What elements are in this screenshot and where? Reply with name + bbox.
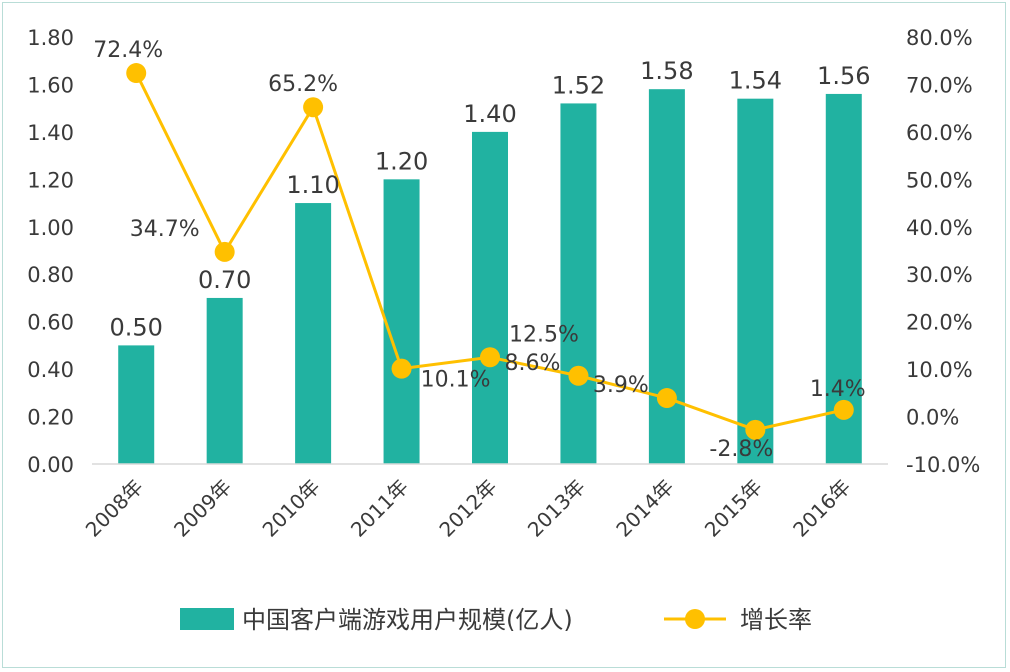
left-tick-label: 0.20	[27, 406, 74, 430]
x-axis-ticks: 2008年 2009年 2010年 2011年 2012年 2013年 2014年 2015年…	[81, 475, 856, 542]
growth-value-label: 34.7%	[130, 217, 200, 242]
bar-value-label: 1.10	[286, 171, 339, 199]
bar-value-label: 1.56	[817, 62, 870, 90]
left-tick-label: 1.20	[27, 168, 74, 192]
x-tick-label: 2016年	[788, 475, 855, 542]
bar	[206, 297, 243, 464]
x-tick-label: 2012年	[434, 475, 501, 542]
legend: 中国客户端游戏用户规模(亿人) 增长率	[180, 606, 812, 634]
line-series	[126, 63, 854, 440]
left-tick-label: 1.40	[27, 121, 74, 145]
x-tick-label: 2015年	[700, 475, 767, 542]
growth-marker	[745, 419, 766, 440]
growth-marker	[391, 358, 412, 379]
right-tick-label: 70.0%	[906, 73, 973, 97]
left-tick-label: 0.40	[27, 358, 74, 382]
bar-value-label: 1.54	[729, 67, 782, 95]
growth-marker	[568, 365, 589, 386]
bar-value-label: 1.52	[552, 71, 605, 99]
x-tick-label: 2011年	[346, 475, 413, 542]
right-tick-label: 10.0%	[906, 358, 973, 382]
bar	[118, 345, 155, 464]
left-tick-label: 1.00	[27, 216, 74, 240]
legend-bar-label: 中国客户端游戏用户规模(亿人)	[242, 606, 573, 634]
bar-value-label: 1.20	[375, 147, 428, 175]
line-data-labels: 72.4% 34.7% 65.2% 10.1% 12.5% 8.6% 3.9% -2.8% 1.…	[93, 38, 865, 462]
x-tick-label: 2014年	[611, 475, 678, 542]
right-tick-label: 60.0%	[906, 121, 973, 145]
bar	[295, 203, 332, 465]
right-tick-label: 20.0%	[906, 311, 973, 335]
right-axis-ticks: -10.0% 0.0% 10.0% 20.0% 30.0% 40.0% 50.0% 60.0%…	[906, 26, 980, 477]
right-tick-label: 40.0%	[906, 216, 973, 240]
left-tick-label: 0.60	[27, 311, 74, 335]
legend-bar-swatch	[180, 608, 234, 630]
bar	[737, 98, 774, 464]
bar-value-label: 1.40	[463, 100, 516, 128]
x-tick-label: 2010年	[258, 475, 325, 542]
right-tick-label: 30.0%	[906, 263, 973, 287]
left-tick-label: 0.00	[27, 453, 74, 477]
legend-line-marker	[685, 609, 705, 629]
growth-value-label: 10.1%	[421, 368, 491, 393]
bar	[383, 179, 420, 465]
right-tick-label: 50.0%	[906, 168, 973, 192]
x-tick-label: 2009年	[169, 475, 236, 542]
bar-series	[118, 89, 862, 465]
x-tick-label: 2013年	[523, 475, 590, 542]
bar	[472, 131, 508, 464]
growth-value-label: 1.4%	[810, 377, 866, 402]
left-tick-label: 1.60	[27, 73, 74, 97]
growth-value-label: 8.6%	[504, 351, 560, 376]
growth-value-label: 72.4%	[93, 38, 163, 63]
growth-value-label: -2.8%	[709, 437, 773, 462]
bar-value-label: 0.50	[110, 313, 163, 341]
left-tick-label: 0.80	[27, 263, 74, 287]
right-tick-label: 80.0%	[906, 26, 973, 50]
bar	[560, 103, 597, 464]
left-tick-label: 1.80	[27, 26, 74, 50]
bar-value-label: 1.58	[640, 57, 693, 85]
legend-line-label: 增长率	[740, 606, 812, 634]
growth-marker	[303, 97, 324, 118]
growth-marker	[480, 347, 500, 368]
growth-value-label: 12.5%	[509, 322, 579, 347]
bar-data-labels: 0.50 0.70 1.10 1.20 1.40 1.52 1.58 1.54 1.56	[110, 57, 871, 341]
growth-value-label: 65.2%	[268, 72, 338, 97]
right-tick-label: -10.0%	[906, 453, 980, 477]
growth-marker	[214, 241, 235, 262]
left-axis-ticks: 0.00 0.20 0.40 0.60 0.80 1.00 1.20 1.40 1.60 1.80	[27, 26, 74, 477]
growth-marker	[126, 63, 147, 84]
growth-marker	[833, 399, 854, 420]
bar-value-label: 0.70	[198, 266, 251, 294]
x-tick-label: 2008年	[81, 475, 148, 542]
right-tick-label: 0.0%	[906, 406, 959, 430]
growth-marker	[656, 388, 677, 409]
growth-value-label: 3.9%	[593, 373, 649, 398]
